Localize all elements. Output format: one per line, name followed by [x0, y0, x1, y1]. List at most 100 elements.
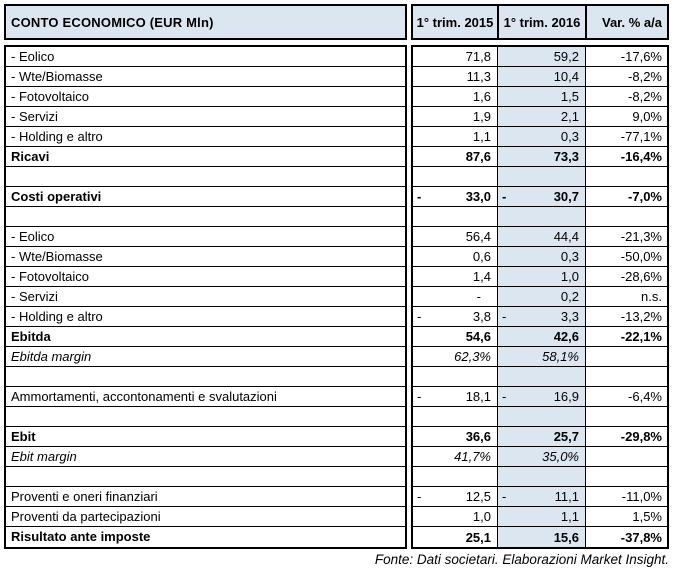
cell-2016: 15,6 [497, 527, 585, 547]
value-2015: 87,6 [465, 149, 491, 164]
value-2015: 1,1 [472, 129, 491, 144]
value-2015: 1,9 [472, 109, 491, 124]
row-values: -18,1-16,9 -6,4% [413, 387, 667, 407]
row-values: 87,6 73,3 -16,4% [413, 147, 667, 167]
value-var: -21,3% [620, 229, 662, 244]
row-values [413, 467, 667, 487]
cell-2016 [497, 207, 585, 226]
row-label: Ebitda margin [6, 347, 405, 367]
value-var: -29,8% [620, 429, 662, 444]
row-values: -3,8-3,3 -13,2% [413, 307, 667, 327]
row-values [413, 407, 667, 427]
cell-var [585, 207, 667, 226]
row-values [413, 207, 667, 227]
row-label: Proventi da partecipazioni [6, 507, 405, 527]
cell-var: -77,1% [585, 127, 667, 146]
value-2016: 0,3 [560, 249, 579, 264]
value-2016: 1,5 [560, 89, 579, 104]
row-label [6, 167, 405, 187]
cell-2016 [497, 407, 585, 426]
row-values: -33,0-30,7 -7,0% [413, 187, 667, 207]
cell-2015: 1,9 [413, 107, 497, 126]
cell-var [585, 467, 667, 486]
row-values: 1,6 1,5 -8,2% [413, 87, 667, 107]
cell-2015: 11,3 [413, 67, 497, 86]
row-label: Ricavi [6, 147, 405, 167]
row-label: Costi operativi [6, 187, 405, 207]
cell-var: -16,4% [585, 147, 667, 166]
row-values: 0,6 0,3 -50,0% [413, 247, 667, 267]
value-2016: 35,0% [542, 449, 579, 464]
cell-2015 [413, 467, 497, 486]
value-2015: 56,4 [465, 229, 491, 244]
source-note: Fonte: Dati societari. Elaborazioni Mark… [374, 552, 669, 567]
value-2015: 62,3% [454, 349, 491, 364]
cell-2016: 10,4 [497, 67, 585, 86]
cell-2016: 0,3 [497, 127, 585, 146]
row-values: 56,4 44,4 -21,3% [413, 227, 667, 247]
row-label [6, 367, 405, 387]
cell-var: 1,5% [585, 507, 667, 526]
label-column: - Eolico - Wte/Biomasse - Fotovoltaico - Se… [4, 45, 407, 549]
row-values: 36,6 25,7 -29,8% [413, 427, 667, 447]
cell-2015 [413, 407, 497, 426]
value-2015: 33,0 [465, 189, 491, 204]
row-label: - Eolico [6, 47, 405, 67]
cell-var: -8,2% [585, 67, 667, 86]
value-2016: 73,3 [553, 149, 579, 164]
value-var: -8,2% [628, 69, 662, 84]
cell-2015: 62,3% [413, 347, 497, 366]
row-label: Proventi e oneri finanziari [6, 487, 405, 507]
row-values: 1,9 2,1 9,0% [413, 107, 667, 127]
row-values: 25,1 15,6 -37,8% [413, 527, 667, 547]
cell-2016: 0,3 [497, 247, 585, 266]
cell-2015 [413, 167, 497, 186]
cell-2015: - [413, 287, 497, 306]
row-label: - Servizi [6, 107, 405, 127]
cell-2015: 54,6 [413, 327, 497, 346]
row-label: Risultato ante imposte [11, 529, 151, 544]
cell-2016: 1,0 [497, 267, 585, 286]
cell-2016: 25,7 [497, 427, 585, 446]
value-var: -13,2% [620, 309, 662, 324]
row-label: - Holding e altro [6, 307, 405, 327]
value-var: n.s. [641, 289, 662, 304]
value-var: -77,1% [620, 129, 662, 144]
cell-var: -7,0% [585, 187, 667, 206]
cell-2016: 58,1% [497, 347, 585, 366]
cell-2015: 0,6 [413, 247, 497, 266]
value-var: -8,2% [628, 89, 662, 104]
row-label: Ebitda [6, 327, 405, 347]
cell-2015: 56,4 [413, 227, 497, 246]
row-values [413, 367, 667, 387]
cell-2016: 2,1 [497, 107, 585, 126]
cell-var [585, 167, 667, 186]
table-body: - Eolico - Wte/Biomasse - Fotovoltaico - Se… [4, 45, 669, 549]
cell-2015 [413, 207, 497, 226]
value-2016: 1,0 [560, 269, 579, 284]
cell-2016: - 3,3 [497, 307, 585, 326]
cell-2016: 35,0% [497, 447, 585, 466]
value-var: -17,6% [620, 49, 662, 64]
row-label: Ebit [6, 427, 405, 447]
cell-2016: 44,4 [497, 227, 585, 246]
cell-2016: 42,6 [497, 327, 585, 346]
cell-var [585, 347, 667, 366]
row-label: Ebit margin [6, 447, 405, 467]
row-values: 1,1 0,3 -77,1% [413, 127, 667, 147]
value-var: -37,8% [620, 529, 662, 545]
cell-var: -21,3% [585, 227, 667, 246]
value-var: -50,0% [620, 249, 662, 264]
cell-var: -29,8% [585, 427, 667, 446]
header-col-2015: 1° trim. 2015 [416, 14, 494, 30]
value-2016: 2,1 [560, 109, 579, 124]
income-statement-table: CONTO ECONOMICO (EUR Mln) 1° trim. 2015 … [4, 4, 669, 549]
negative-sign: - [417, 189, 422, 204]
cell-2015: - 3,8 [413, 307, 497, 326]
cell-2016: 73,3 [497, 147, 585, 166]
negative-sign: - [502, 309, 507, 324]
cell-2016 [497, 467, 585, 486]
row-label: - Wte/Biomasse [6, 67, 405, 87]
cell-var [585, 447, 667, 466]
